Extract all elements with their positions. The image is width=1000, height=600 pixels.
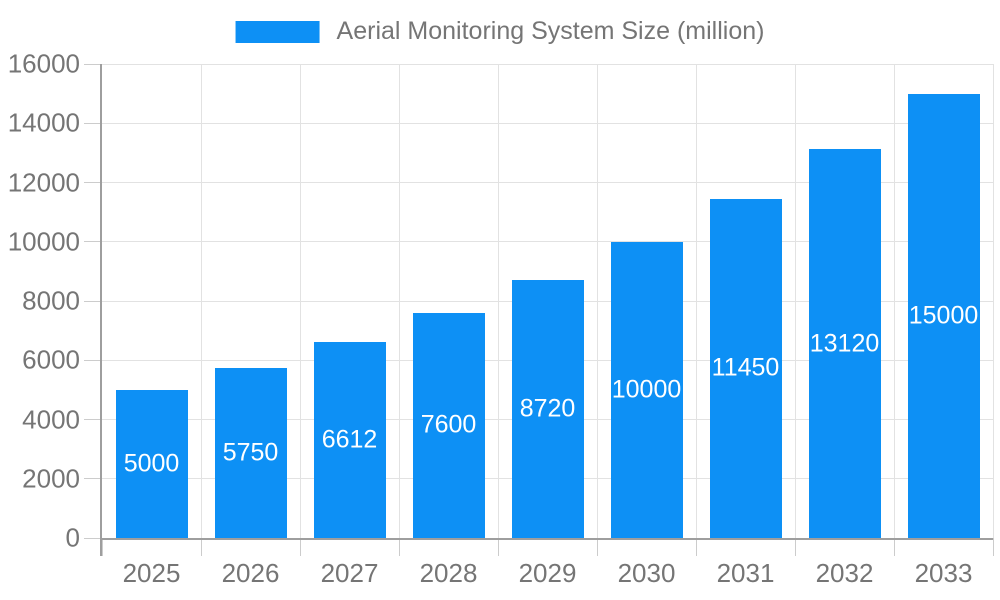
y-axis-label: 16000 xyxy=(7,48,80,79)
y-axis-label: 4000 xyxy=(22,404,80,434)
bar: 5000 xyxy=(115,389,188,538)
x-axis-tick xyxy=(992,538,994,556)
y-axis-tick xyxy=(84,63,102,65)
y-axis-label: 12000 xyxy=(7,167,80,197)
x-axis-label: 2029 xyxy=(518,558,577,588)
y-axis-tick xyxy=(84,419,102,420)
bar-value-label: 13120 xyxy=(809,329,880,358)
bar-value-label: 11450 xyxy=(711,353,780,382)
x-axis-tick xyxy=(299,538,301,556)
x-axis-line xyxy=(102,538,993,540)
y-axis-label: 2000 xyxy=(22,463,80,494)
gridline-vertical xyxy=(794,64,796,538)
legend-label: Aerial Monitoring System Size (million) xyxy=(336,17,765,45)
y-axis-line xyxy=(100,64,102,556)
y-axis-tick xyxy=(84,241,102,243)
gridline-vertical xyxy=(497,64,499,538)
y-axis-tick xyxy=(84,122,102,124)
bar: 8720 xyxy=(511,279,584,538)
y-axis-label: 6000 xyxy=(22,344,80,375)
gridline-vertical xyxy=(299,64,301,538)
bar-value-label: 15000 xyxy=(908,301,979,330)
x-axis-tick xyxy=(398,538,400,556)
gridline-vertical xyxy=(398,64,400,538)
y-axis-tick xyxy=(84,359,102,361)
x-axis-label: 2028 xyxy=(419,558,478,588)
bar: 6612 xyxy=(313,342,386,538)
x-axis-tick xyxy=(101,538,103,556)
bar: 11450 xyxy=(709,198,782,538)
y-axis-label: 8000 xyxy=(22,285,80,316)
bar-value-label: 10000 xyxy=(611,375,682,404)
legend-swatch xyxy=(235,20,320,43)
bar: 13120 xyxy=(808,149,881,538)
y-axis-tick xyxy=(84,478,102,480)
x-axis-tick xyxy=(794,538,796,556)
x-axis-label: 2025 xyxy=(122,558,181,588)
plot-area: 16000 14000 12000 10000 8000 6000 4000 2000 0 500… xyxy=(8,49,994,588)
y-axis-label: 14000 xyxy=(7,107,80,138)
gridline-vertical xyxy=(893,64,895,538)
x-axis-label: 2026 xyxy=(221,558,280,588)
x-axis-label: 2031 xyxy=(716,558,775,588)
y-axis-label: 0 xyxy=(65,522,80,553)
bar-value-label: 6612 xyxy=(321,425,378,454)
y-axis-label: 10000 xyxy=(7,226,80,257)
gridline-horizontal xyxy=(102,122,993,124)
x-axis-label: 2027 xyxy=(320,558,379,588)
bar: 7600 xyxy=(412,312,485,538)
bar: 15000 xyxy=(907,93,980,538)
x-axis-label: 2032 xyxy=(815,558,874,588)
bar: 5750 xyxy=(214,367,287,538)
bar-value-label: 8720 xyxy=(519,394,576,423)
bar-value-label: 5000 xyxy=(123,449,180,478)
bar: 10000 xyxy=(610,241,683,538)
gridline-vertical xyxy=(596,64,598,538)
x-axis-tick xyxy=(200,538,202,556)
x-axis-label: 2030 xyxy=(617,558,676,588)
y-axis-tick xyxy=(84,300,102,302)
gridline-vertical xyxy=(695,64,697,538)
x-axis-tick xyxy=(596,538,598,556)
gridline-vertical xyxy=(200,64,202,538)
x-axis-label: 2033 xyxy=(914,558,973,588)
gridline-vertical xyxy=(992,64,994,538)
gridline-horizontal xyxy=(102,241,993,243)
x-axis-tick xyxy=(695,538,697,556)
gridline-horizontal xyxy=(102,63,993,65)
legend: Aerial Monitoring System Size (million) xyxy=(235,17,765,46)
bar-value-label: 7600 xyxy=(420,410,477,439)
gridline-horizontal xyxy=(102,182,993,183)
x-axis-tick xyxy=(497,538,499,556)
x-axis-tick xyxy=(893,538,895,556)
bar-value-label: 5750 xyxy=(222,438,279,467)
y-axis-tick xyxy=(84,537,102,539)
y-axis-tick xyxy=(84,182,102,183)
